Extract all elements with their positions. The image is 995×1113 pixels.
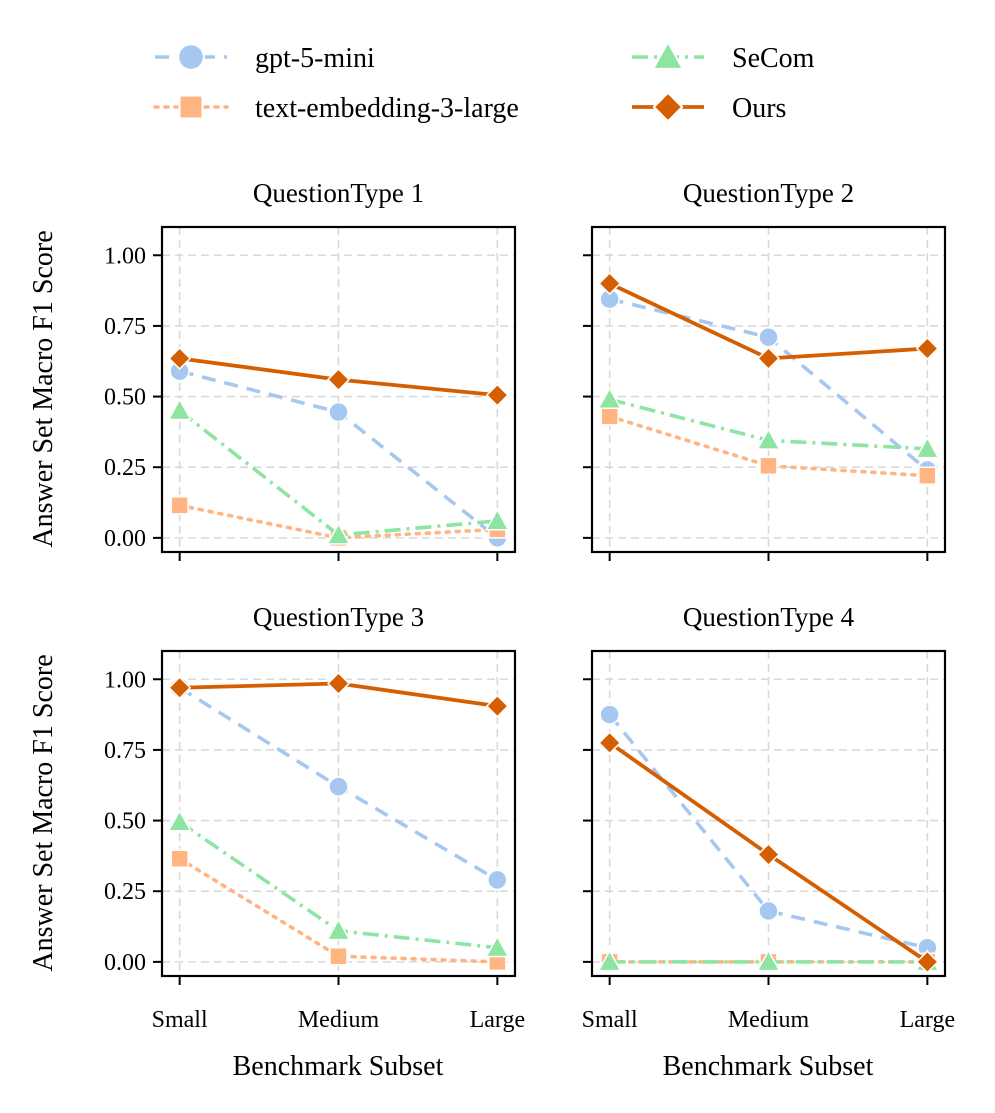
data-point-ours: [598, 731, 622, 755]
series-ours: [168, 346, 509, 407]
series-gpt-5-mini: [599, 288, 938, 481]
data-point-secom: [756, 427, 781, 450]
data-point-secom: [485, 935, 510, 958]
legend-label-gpt-5-mini: gpt-5-mini: [255, 43, 375, 74]
y-axis-label: Answer Set Macro F1 Score: [28, 230, 59, 547]
series-ours: [598, 271, 939, 370]
data-point-ours: [756, 346, 781, 370]
data-point-ours: [915, 336, 939, 361]
y-tick-label: 0.25: [104, 879, 146, 905]
x-tick-label: Small: [582, 1007, 638, 1033]
y-axis-label: Answer Set Macro F1 Score: [28, 654, 59, 971]
legend-label-text-embedding-3-large: text-embedding-3-large: [255, 93, 519, 124]
data-point-text-embedding-3-large: [329, 946, 348, 966]
data-point-ours: [485, 383, 509, 407]
panel-title: QuestionType 1: [253, 178, 424, 208]
panel-4: QuestionType 4 Small Medium Large: [582, 602, 955, 1033]
data-point-text-embedding-3-large: [759, 456, 778, 476]
data-point-ours: [485, 694, 509, 718]
y-tick-label: 0.75: [104, 314, 146, 340]
legend-entry-ours: Ours: [632, 91, 786, 124]
data-point-text-embedding-3-large: [170, 849, 189, 868]
data-point-secom: [485, 508, 510, 531]
data-point-text-embedding-3-large: [600, 407, 619, 426]
series-text-embedding-3-large: [170, 849, 507, 972]
legend-label-ours: Ours: [732, 93, 786, 124]
data-point-gpt-5-mini: [328, 401, 349, 423]
data-point-ours: [756, 842, 781, 867]
y-tick-label: 0.25: [104, 455, 146, 481]
data-point-ours: [326, 368, 351, 392]
y-tick-label: 1.00: [104, 667, 146, 693]
data-point-gpt-5-mini: [599, 704, 620, 725]
y-tick-label: 0.00: [104, 950, 146, 976]
panel-1: QuestionType 1 0.00 0.25 0.50 0.75 1.00: [104, 178, 517, 561]
legend-marker-text-embedding-3-large: [178, 94, 204, 120]
series-secom: [167, 809, 510, 958]
data-point-secom: [326, 918, 351, 941]
legend-label-secom: SeCom: [732, 43, 815, 74]
data-point-secom: [326, 522, 351, 545]
data-point-secom: [167, 809, 192, 832]
x-tick-label: Medium: [298, 1007, 380, 1033]
legend-marker-ours: [652, 91, 684, 123]
y-tick-label: 0.50: [104, 385, 146, 411]
data-point-secom: [756, 949, 781, 972]
data-point-secom: [597, 949, 622, 972]
data-point-secom: [915, 436, 940, 459]
x-tick-label: Medium: [728, 1007, 810, 1033]
data-point-ours: [326, 671, 351, 696]
panel-2: QuestionType 2: [583, 178, 947, 561]
panel-title: QuestionType 2: [683, 178, 854, 208]
data-point-gpt-5-mini: [758, 326, 779, 348]
data-point-text-embedding-3-large: [170, 496, 189, 515]
series-line-text-embedding-3-large: [177, 856, 500, 964]
data-point-text-embedding-3-large: [918, 466, 937, 485]
x-tick-label: Large: [900, 1007, 956, 1033]
panel-title: QuestionType 3: [253, 602, 424, 632]
axis-labels: Answer Set Macro F1 Score Answer Set Macr…: [28, 230, 874, 1082]
x-tick-label: Large: [470, 1007, 526, 1033]
data-point-gpt-5-mini: [328, 776, 349, 797]
panel-3: QuestionType 3 0.00 0.25 0.50 0.75 1.00 Small M…: [104, 602, 525, 1033]
x-axis-label: Benchmark Subset: [233, 1051, 444, 1082]
data-point-ours: [598, 271, 622, 296]
x-tick-label: Small: [152, 1007, 208, 1033]
series-secom: [167, 398, 510, 545]
legend-marker-secom: [651, 40, 685, 70]
data-point-gpt-5-mini: [487, 869, 508, 891]
y-tick-label: 0.50: [104, 809, 146, 835]
legend: gpt-5-mini text-embedding-3-large SeCom Our…: [153, 40, 815, 124]
series-secom: [597, 386, 940, 459]
panels: QuestionType 10.000.250.500.751.00Questi…: [104, 178, 955, 1033]
series-ours: [598, 731, 939, 974]
data-point-gpt-5-mini: [758, 900, 779, 922]
data-point-secom: [597, 386, 622, 409]
series-ours: [168, 671, 509, 718]
data-point-secom: [167, 398, 192, 421]
y-tick-label: 1.00: [104, 243, 146, 269]
series-line-text-embedding-3-large: [607, 414, 930, 478]
legend-entry-gpt-5-mini: gpt-5-mini: [155, 43, 375, 74]
y-tick-label: 0.00: [104, 526, 146, 552]
panel-title: QuestionType 4: [683, 602, 855, 632]
x-axis-label: Benchmark Subset: [663, 1051, 874, 1082]
series-gpt-5-mini: [599, 704, 938, 958]
y-tick-label: 0.75: [104, 738, 146, 764]
legend-entry-text-embedding-3-large: text-embedding-3-large: [153, 93, 519, 124]
data-point-ours: [168, 676, 192, 700]
legend-entry-secom: SeCom: [632, 40, 815, 74]
series-secom: [597, 949, 940, 972]
series-text-embedding-3-large: [600, 407, 937, 485]
data-point-ours: [168, 346, 192, 370]
legend-marker-gpt-5-mini: [177, 43, 205, 71]
data-point-ours: [915, 950, 939, 974]
